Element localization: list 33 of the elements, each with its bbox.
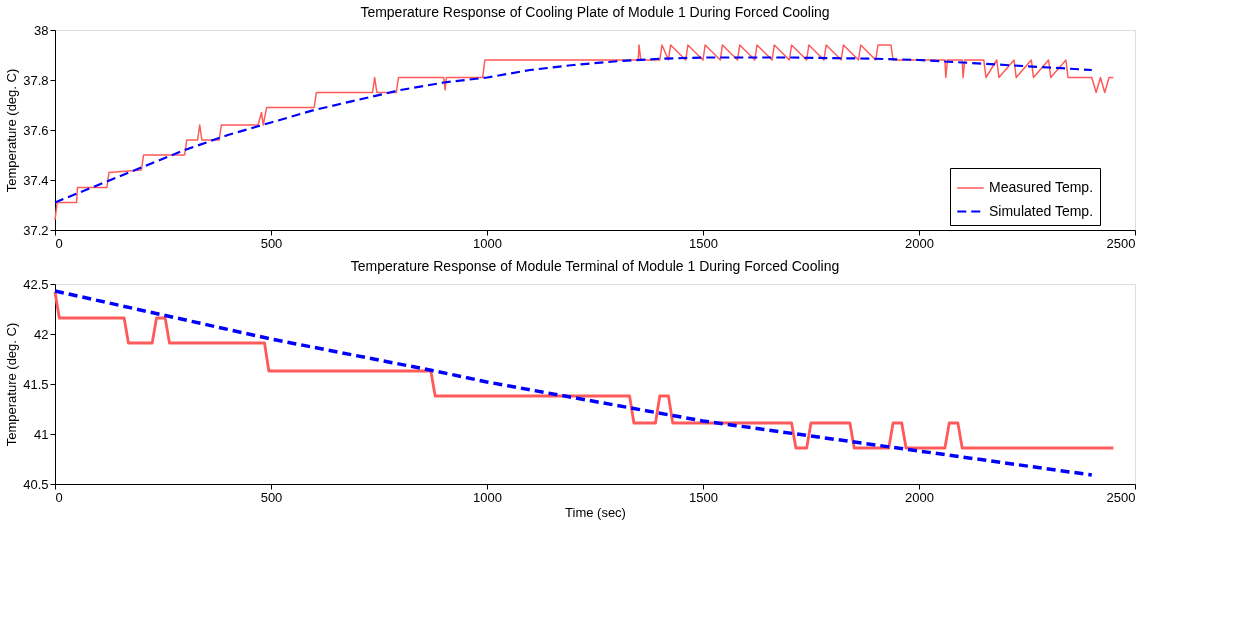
y-tick-label: 42 [34,326,49,342]
legend-label: Measured Temp. [989,179,1094,195]
x-tick-label: 500 [260,489,283,505]
y-tick-label: 41 [34,426,49,442]
x-tick-label: 2500 [1106,489,1136,505]
line-series [53,290,1115,450]
y-tick-label: 42.5 [23,276,49,292]
y-axis-title: Temperature (deg. C) [4,322,20,447]
y-tick-label: 37.4 [23,172,49,188]
chart-title: Temperature Response of Module Terminal of Module 1 During Forced Cooling [350,258,840,274]
x-tick-label: 1500 [689,489,718,505]
x-tick-label: 0 [55,489,63,505]
x-tick-label: 0 [55,235,63,251]
y-tick-label: 37.6 [23,122,49,138]
legend-label: Simulated Temp. [989,202,1094,219]
y-axis-title: Temperature (deg. C) [4,68,20,193]
line-series [53,56,1093,204]
y-tick-label: 40.5 [23,476,49,492]
x-tick-label: 1000 [473,235,502,251]
y-tick-label: 38 [34,22,49,38]
x-tick-label: 2000 [905,489,934,505]
y-tick-label: 41.5 [23,376,49,392]
line-series [53,289,1094,477]
y-tick-label: 37.8 [23,72,49,88]
x-tick-label: 1500 [689,235,718,251]
x-tick-label: 500 [260,235,283,251]
line-series [54,44,1115,221]
x-tick-label: 2500 [1106,235,1136,251]
x-tick-label: 2000 [905,235,934,251]
y-tick-label: 37.2 [23,222,49,238]
x-tick-label: 1000 [473,489,502,505]
x-axis-title: Time (sec) [565,504,626,520]
chart-title: Temperature Response of Cooling Plate of Module 1 During Forced Cooling [360,4,830,20]
